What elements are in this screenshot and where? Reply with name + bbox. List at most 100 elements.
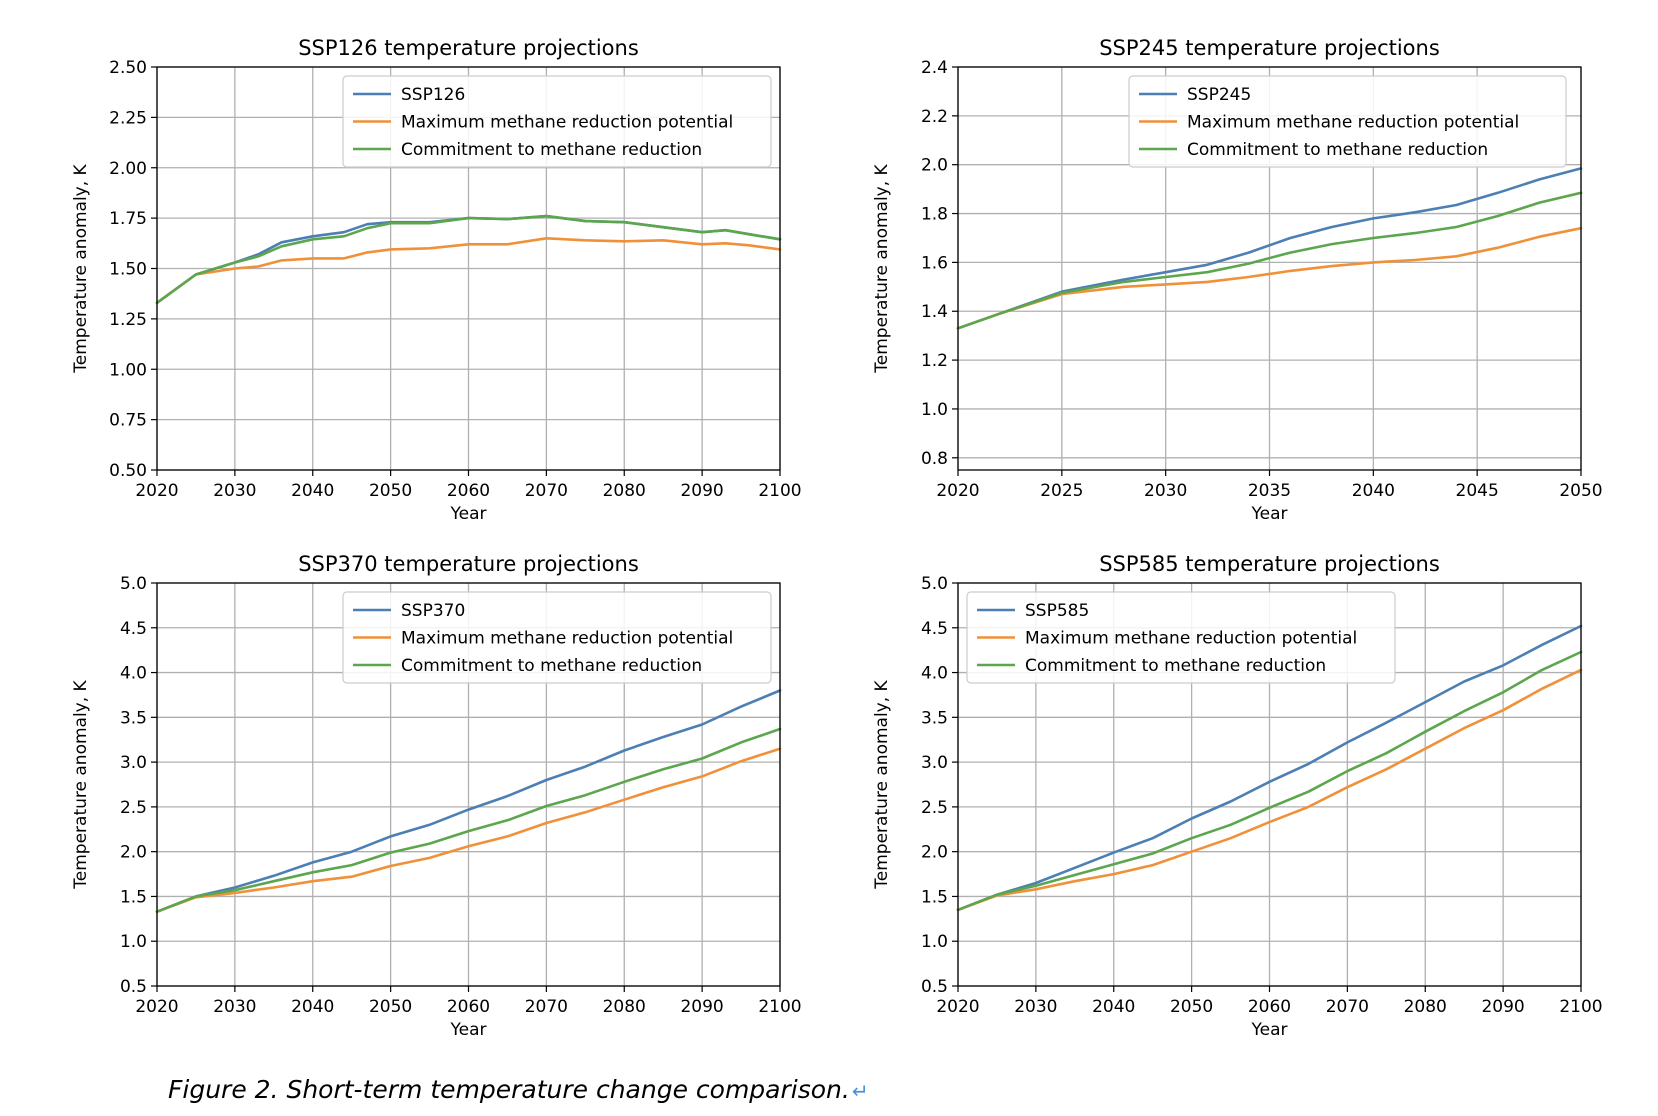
caption-text: Figure 2. Short-term temperature change …	[168, 1075, 850, 1104]
x-axis-label: Year	[450, 1020, 487, 1040]
x-tick-label: 2080	[1404, 997, 1447, 1017]
legend-label-2: Maximum methane reduction potential	[1025, 629, 1357, 649]
chart-title: SSP585 temperature projections	[1099, 552, 1440, 576]
y-tick-label: 2.2	[921, 107, 948, 127]
legend-box	[1128, 75, 1567, 168]
series-line-2	[956, 226, 1583, 330]
y-tick-label: 1.0	[921, 932, 948, 952]
series-line-3	[155, 214, 782, 305]
x-tick-label: 2070	[525, 997, 568, 1017]
x-tick-label: 2035	[1248, 481, 1291, 501]
y-axis-label: Temperature anomaly, K	[71, 679, 91, 889]
legend-box	[342, 75, 772, 168]
x-axis-label: Year	[1251, 504, 1288, 524]
y-tick-label: 4.0	[921, 664, 948, 684]
legend-box	[342, 591, 772, 684]
chart-title: SSP245 temperature projections	[1099, 36, 1440, 60]
y-tick-label: 0.50	[109, 461, 147, 481]
legend-box	[966, 591, 1396, 684]
x-tick-label: 2020	[936, 997, 979, 1017]
x-tick-label: 2100	[758, 997, 801, 1017]
legend-label-1: SSP370	[401, 601, 465, 621]
series-line-1	[956, 167, 1583, 330]
y-tick-label: 2.50	[109, 58, 147, 78]
series-line-3	[956, 191, 1583, 330]
y-tick-label: 1.00	[109, 360, 147, 380]
x-tick-label: 2090	[680, 481, 723, 501]
x-tick-label: 2060	[447, 997, 490, 1017]
y-tick-label: 1.25	[109, 310, 147, 330]
y-tick-label: 0.75	[109, 411, 147, 431]
y-tick-label: 4.0	[120, 664, 147, 684]
x-tick-label: 2025	[1040, 481, 1083, 501]
y-tick-label: 4.5	[921, 619, 948, 639]
y-tick-label: 3.5	[120, 708, 147, 728]
x-tick-label: 2040	[291, 997, 334, 1017]
y-tick-label: 1.5	[921, 887, 948, 907]
y-tick-label: 1.4	[921, 302, 948, 322]
x-tick-label: 2100	[1559, 997, 1602, 1017]
y-tick-label: 2.0	[120, 843, 147, 863]
y-tick-label: 3.0	[120, 753, 147, 773]
x-tick-label: 2040	[1092, 997, 1135, 1017]
x-tick-label: 2050	[369, 481, 412, 501]
chart-panel-2: 2020 2025 2030 2035 2040 2045 2050 0.8 1.0 1.2 1.4…	[872, 36, 1603, 524]
x-axis-label: Year	[450, 504, 487, 524]
series-line-1	[956, 624, 1583, 912]
y-tick-label: 2.4	[921, 58, 948, 78]
x-tick-label: 2050	[1559, 481, 1602, 501]
figure-caption: Figure 2. Short-term temperature change …	[168, 1075, 869, 1104]
x-tick-label: 2030	[213, 481, 256, 501]
legend-label-1: SSP585	[1025, 601, 1089, 621]
y-tick-label: 1.50	[109, 260, 147, 280]
legend-label-3: Commitment to methane reduction	[401, 140, 702, 160]
legend: SSP126 Maximum methane reduction potentia…	[342, 75, 772, 168]
y-tick-label: 3.5	[921, 708, 948, 728]
y-axis-label: Temperature anomaly, K	[872, 679, 892, 889]
y-tick-label: 2.0	[921, 843, 948, 863]
series-line-2	[155, 747, 782, 913]
x-tick-label: 2090	[680, 997, 723, 1017]
y-tick-label: 4.5	[120, 619, 147, 639]
y-tick-label: 2.00	[109, 159, 147, 179]
y-tick-label: 2.5	[921, 798, 948, 818]
y-tick-label: 1.6	[921, 253, 948, 273]
y-tick-label: 0.5	[921, 977, 948, 997]
legend-label-3: Commitment to methane reduction	[1025, 656, 1326, 676]
y-tick-label: 1.0	[120, 932, 147, 952]
series-line-1	[155, 689, 782, 913]
x-tick-label: 2030	[1144, 481, 1187, 501]
y-tick-label: 1.2	[921, 351, 948, 371]
x-tick-label: 2050	[369, 997, 412, 1017]
y-tick-label: 1.0	[921, 400, 948, 420]
y-tick-label: 2.25	[109, 108, 147, 128]
legend: SSP585 Maximum methane reduction potentia…	[966, 591, 1396, 684]
x-tick-label: 2040	[1352, 481, 1395, 501]
x-tick-label: 2050	[1170, 997, 1213, 1017]
y-tick-label: 2.5	[120, 798, 147, 818]
y-tick-label: 5.0	[120, 574, 147, 594]
y-axis-label: Temperature anomaly, K	[71, 163, 91, 373]
y-tick-label: 1.75	[109, 209, 147, 229]
x-tick-label: 2060	[447, 481, 490, 501]
legend: SSP245 Maximum methane reduction potentia…	[1128, 75, 1567, 168]
series-line-3	[155, 727, 782, 913]
y-tick-label: 0.8	[921, 449, 948, 469]
series-line-2	[155, 237, 782, 305]
chart-panel-1: 2020 2030 2040 2050 2060 2070 2080 2090 2100 0.50…	[71, 36, 802, 524]
x-tick-label: 2070	[525, 481, 568, 501]
chart-panel-3: 2020 2030 2040 2050 2060 2070 2080 2090 2100 0.5 1…	[71, 552, 802, 1040]
x-tick-label: 2020	[135, 481, 178, 501]
y-tick-label: 1.5	[120, 887, 147, 907]
x-tick-label: 2045	[1456, 481, 1499, 501]
return-mark: ↵	[851, 1079, 869, 1103]
y-tick-label: 5.0	[921, 574, 948, 594]
x-tick-label: 2030	[213, 997, 256, 1017]
x-tick-label: 2060	[1248, 997, 1291, 1017]
chart-title: SSP370 temperature projections	[298, 552, 639, 576]
legend: SSP370 Maximum methane reduction potentia…	[342, 591, 772, 684]
legend-label-2: Maximum methane reduction potential	[401, 629, 733, 649]
y-tick-label: 3.0	[921, 753, 948, 773]
legend-label-1: SSP245	[1187, 85, 1251, 105]
